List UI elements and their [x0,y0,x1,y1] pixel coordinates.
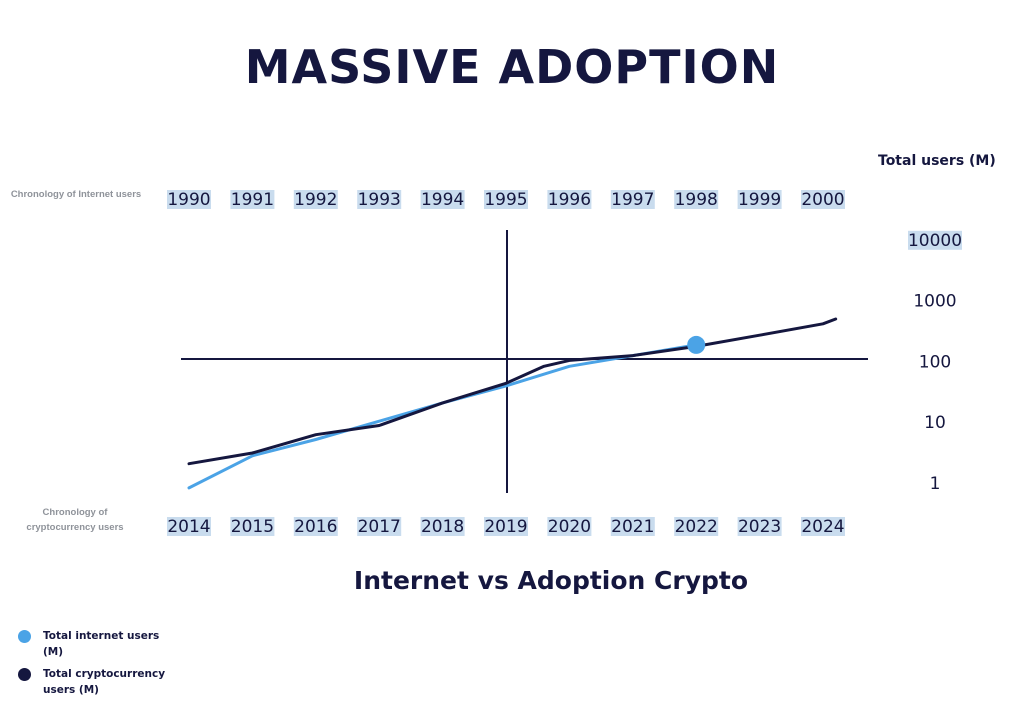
bottom-x-highlight-2018 [420,517,465,536]
legend: Total internet users (M) Total cryptocur… [18,628,169,704]
bottom-x-tick-2023: 2023 [738,517,781,537]
bottom-x-highlight-2021 [610,517,655,536]
top-axis-label: Chronology of Internet users [10,189,142,200]
bottom-x-highlight-2019 [484,517,528,536]
top-x-tick-1993: 1993 [358,190,401,210]
bottom-x-highlight-2014 [167,517,211,536]
series-internet-line [187,343,698,490]
y-tick-100: 100 [919,352,951,372]
top-x-tick-1998: 1998 [675,190,718,210]
bottom-x-tick-2017: 2017 [358,517,401,537]
top-x-highlight-1996 [547,190,592,209]
top-x-tick-1990: 1990 [167,190,210,210]
bottom-x-highlight-2020 [547,517,592,536]
y-tick-1000: 1000 [913,292,956,312]
top-x-highlight-1995 [484,190,528,209]
top-x-tick-1996: 1996 [548,190,591,210]
legend-item-crypto: Total cryptocurrency users (M) [18,666,169,698]
top-x-tick-1997: 1997 [611,190,654,210]
chart-title: MASSIVE ADOPTION [244,40,780,94]
bottom-x-highlight-2022 [674,517,719,536]
bottom-x-highlight-2023 [737,517,782,536]
bottom-x-tick-2019: 2019 [484,517,527,537]
top-x-highlight-1998 [674,190,719,209]
top-x-highlight-1992 [293,190,338,209]
bottom-x-tick-2024: 2024 [801,517,844,537]
series-layer [187,317,838,490]
legend-item-internet: Total internet users (M) [18,628,169,660]
bottom-x-highlight-2017 [357,517,402,536]
top-x-tick-1995: 1995 [484,190,527,210]
top-x-highlight-2000 [801,190,845,209]
top-x-highlight-1997 [610,190,655,209]
bottom-x-tick-2016: 2016 [294,517,337,537]
bottom-x-tick-2021: 2021 [611,517,654,537]
chart-subtitle: Internet vs Adoption Crypto [353,566,749,595]
top-x-tick-1994: 1994 [421,190,464,210]
bottom-axis-label: Chronology of cryptocurrency users [26,507,124,533]
y-tick-10000: 10000 [908,231,962,251]
top-x-tick-1992: 1992 [294,190,337,210]
bottom-x-tick-2014: 2014 [167,517,210,537]
top-x-highlight-1993 [357,190,402,209]
top-x-highlight-1990 [167,190,211,209]
y-axis-title: Total users (M) [878,153,996,169]
legend-dot-internet [18,630,31,643]
top-x-tick-1999: 1999 [738,190,781,210]
bottom-x-tick-2020: 2020 [548,517,591,537]
top-x-ticks: 1990 1991 1992 1993 1994 1995 1996 1997 1998 1999… [167,190,845,210]
bottom-x-tick-2015: 2015 [231,517,274,537]
y-tick-1: 1 [930,474,941,494]
series-crypto-line [187,317,838,466]
top-x-highlight-1994 [420,190,465,209]
top-x-highlight-1999 [737,190,782,209]
y-ticks: 10000 1000 100 10 1 [908,230,962,494]
bottom-x-tick-2022: 2022 [675,517,718,537]
bottom-x-ticks: 2014 2015 2016 2017 2018 2019 2020 2021 2022 2023… [167,517,845,537]
legend-label-crypto: Total cryptocurrency users (M) [43,668,166,696]
legend-label-internet: Total internet users (M) [43,630,160,658]
legend-dot-crypto [18,668,31,681]
bottom-x-tick-2018: 2018 [421,517,464,537]
y-tick-highlight-10000 [908,230,962,250]
highlight-point-internet [687,335,706,354]
bottom-x-highlight-2016 [293,517,338,536]
top-x-tick-1991: 1991 [231,190,274,210]
top-x-highlight-1991 [230,190,275,209]
y-tick-10: 10 [924,413,946,433]
bottom-x-highlight-2015 [230,517,275,536]
bottom-x-highlight-2024 [801,517,845,536]
top-x-tick-2000: 2000 [801,190,844,210]
